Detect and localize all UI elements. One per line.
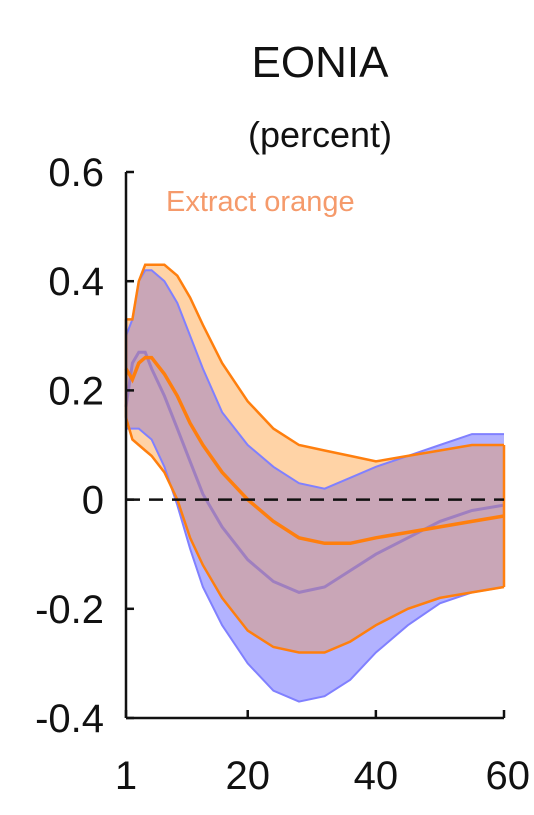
x-tick-label: 40 <box>354 754 399 798</box>
y-tick-label: 0 <box>82 479 104 523</box>
blue-median-line <box>124 350 505 594</box>
x-tick-label: 60 <box>486 754 531 798</box>
y-tick-label: 0.2 <box>48 369 104 413</box>
orange-upper-line <box>126 263 504 463</box>
chart-subtitle: (percent) <box>247 114 393 155</box>
x-tick-label: 1 <box>115 754 137 798</box>
y-tick-label: 0.4 <box>48 260 104 304</box>
orange-lower-line <box>124 417 505 654</box>
extract-orange-annotation: Extract orange <box>166 186 355 218</box>
band-layer <box>126 264 504 702</box>
blue-lower-line <box>126 427 505 703</box>
axis-layer: 0.6 0.4 0.2 0 -0.2 -0.41 20 40 60 <box>35 151 530 798</box>
y-tick-label: -0.2 <box>35 588 104 632</box>
y-tick-label: -0.4 <box>35 697 104 741</box>
chart-title: EONIA <box>251 38 389 87</box>
y-tick-label: 0.6 <box>48 151 104 195</box>
orange-median-line <box>124 355 505 546</box>
line-layer <box>124 263 506 703</box>
x-tick-label: 20 <box>225 754 270 798</box>
